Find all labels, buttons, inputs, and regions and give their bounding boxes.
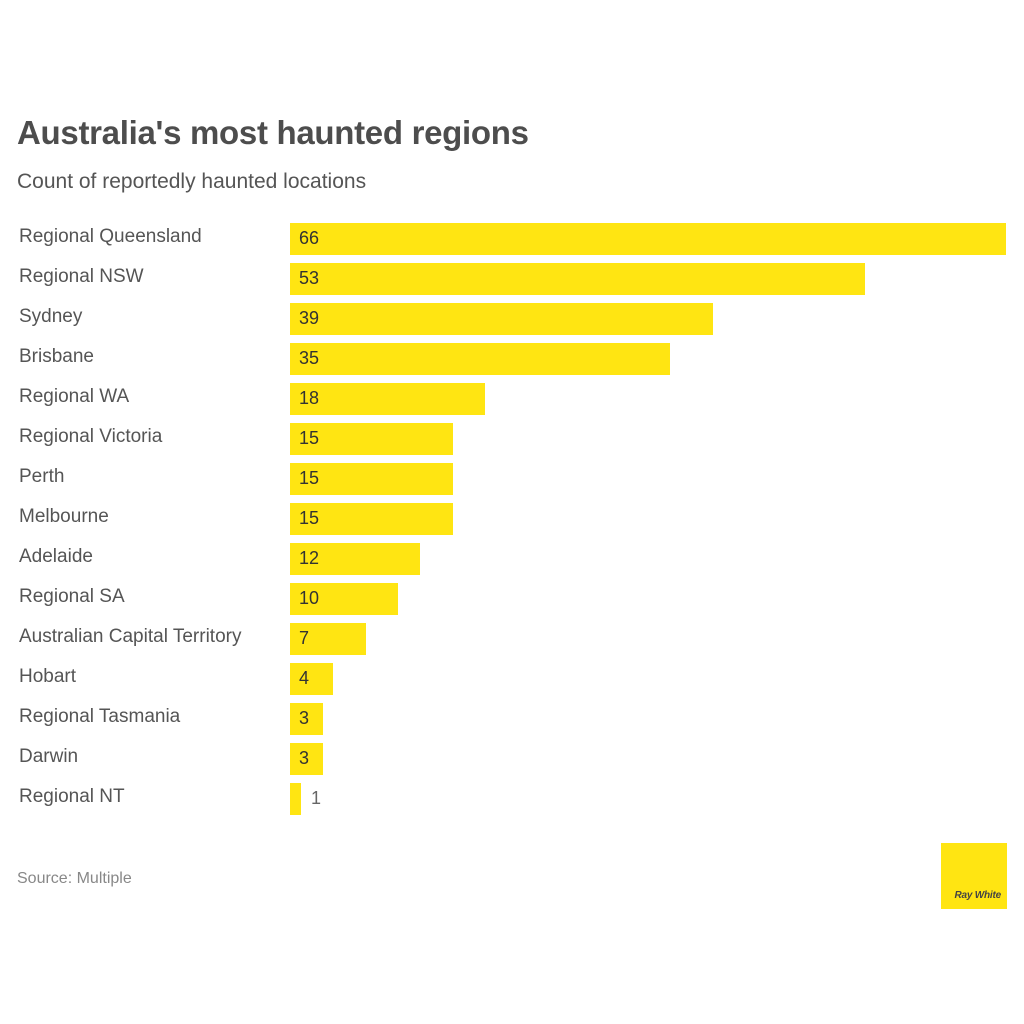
bar (290, 783, 301, 815)
chart-row: Regional SA 10 (0, 583, 1024, 623)
chart-row: Regional WA 18 (0, 383, 1024, 423)
chart-row: Melbourne 15 (0, 503, 1024, 543)
bar-chart: Regional Queensland 66 Regional NSW 53 S… (0, 223, 1024, 823)
value-label: 53 (299, 268, 320, 288)
category-label: Regional Queensland (19, 226, 202, 247)
value-label: 15 (299, 508, 320, 528)
category-label: Darwin (19, 746, 79, 767)
category-label: Regional WA (19, 386, 130, 407)
value-label: 3 (299, 748, 310, 768)
value-label: 10 (299, 588, 320, 608)
category-label: Regional Victoria (19, 426, 163, 447)
value-label: 18 (299, 388, 320, 408)
category-label: Regional NT (19, 786, 125, 807)
bar (290, 503, 453, 535)
category-label: Hobart (19, 666, 77, 687)
value-label: 35 (299, 348, 320, 368)
chart-title: Australia's most haunted regions (17, 114, 529, 151)
category-label: Adelaide (19, 546, 93, 567)
bar (290, 463, 453, 495)
bar (290, 423, 453, 455)
chart-row: Regional Victoria 15 (0, 423, 1024, 463)
value-label: 12 (299, 548, 320, 568)
bar (290, 703, 323, 735)
bar (290, 543, 420, 575)
chart-row: Adelaide 12 (0, 543, 1024, 583)
chart-row: Regional NT 1 (0, 783, 1024, 823)
value-label: 3 (299, 708, 310, 728)
value-label: 39 (299, 308, 320, 328)
category-label: Regional Tasmania (19, 706, 181, 727)
chart-row: Sydney 39 (0, 303, 1024, 343)
bar (290, 623, 366, 655)
category-label: Perth (19, 466, 65, 487)
chart-row: Australian Capital Territory 7 (0, 623, 1024, 663)
category-label: Regional SA (19, 586, 125, 607)
bar (290, 303, 713, 335)
chart-row: Brisbane 35 (0, 343, 1024, 383)
category-label: Regional NSW (19, 266, 144, 287)
category-label: Brisbane (19, 346, 94, 367)
bar (290, 383, 485, 415)
value-label: 4 (299, 668, 310, 688)
bar (290, 263, 865, 295)
category-label: Sydney (19, 306, 83, 327)
value-label: 1 (311, 788, 322, 808)
bar (290, 343, 670, 375)
value-label: 66 (299, 228, 320, 248)
bar (290, 663, 333, 695)
source-note: Source: Multiple (17, 870, 132, 887)
logo-text: Ray White (954, 890, 1001, 901)
chart-row: Perth 15 (0, 463, 1024, 503)
bar (290, 743, 323, 775)
chart-row: Darwin 3 (0, 743, 1024, 783)
chart-row: Regional Tasmania 3 (0, 703, 1024, 743)
chart-row: Regional Queensland 66 (0, 223, 1024, 263)
category-label: Australian Capital Territory (19, 626, 242, 647)
ray-white-logo: Ray White (941, 843, 1007, 909)
chart-subtitle: Count of reportedly haunted locations (17, 170, 367, 193)
value-label: 15 (299, 428, 320, 448)
bar (290, 223, 1006, 255)
chart-row: Regional NSW 53 (0, 263, 1024, 303)
category-label: Melbourne (19, 506, 109, 527)
chart-row: Hobart 4 (0, 663, 1024, 703)
value-label: 7 (299, 628, 310, 648)
bar (290, 583, 398, 615)
value-label: 15 (299, 468, 320, 488)
